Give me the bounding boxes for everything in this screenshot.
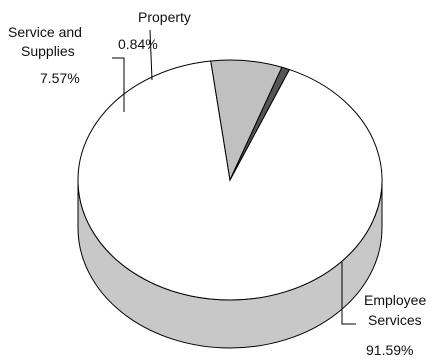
slice-value-property: 0.84%	[118, 36, 158, 52]
slice-value-employee-services: 91.59%	[366, 342, 413, 358]
leader-lines	[112, 29, 356, 325]
slice-label-employee-services-line2: Services	[368, 312, 422, 328]
leader-line-employee-services	[341, 262, 356, 325]
pie-top-slices	[77, 59, 383, 301]
slice-label-employee-services-line1: Employee	[364, 292, 426, 308]
leader-line-property	[149, 29, 153, 81]
slice-label-service-and-supplies-line1: Service and	[8, 24, 82, 40]
slice-label-service-and-supplies-line2: Supplies	[21, 43, 75, 59]
slice-label-property: Property	[138, 9, 191, 25]
slice-value-service-and-supplies: 7.57%	[40, 70, 80, 86]
slice-labels: Property 0.84% Service and Supplies 7.57…	[8, 9, 426, 358]
pie-slice-property	[229, 66, 291, 181]
leader-line-service-and-supplies	[112, 57, 125, 112]
